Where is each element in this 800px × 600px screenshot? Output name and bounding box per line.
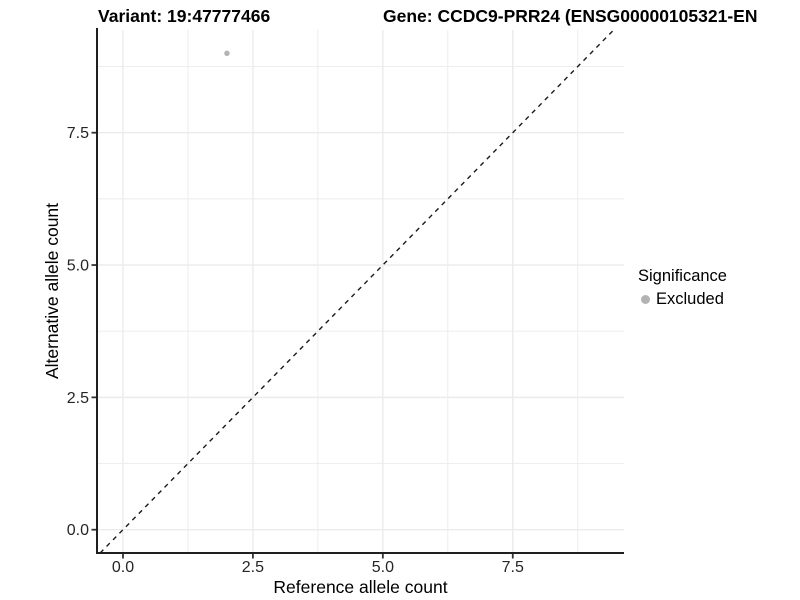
x-tick-label: 5.0: [372, 559, 394, 576]
x-tick-label: 0.0: [112, 559, 134, 576]
plot-title-variant: Variant: 19:47777466: [98, 6, 271, 26]
plot-title-gene: Gene: CCDC9-PRR24 (ENSG00000105321-EN: [383, 6, 758, 26]
y-tick-label: 0.0: [67, 522, 89, 539]
data-point: [224, 50, 230, 56]
excluded-point-swatch-icon: [641, 294, 650, 304]
x-axis-title: Reference allele count: [273, 577, 448, 597]
y-tick-label: 7.5: [67, 125, 89, 142]
legend-title: Significance: [638, 267, 727, 285]
legend-item-excluded: Excluded: [638, 290, 727, 308]
x-tick-label: 2.5: [242, 559, 264, 576]
y-tick-label: 5.0: [67, 258, 89, 275]
y-axis-title: Alternative allele count: [42, 202, 62, 380]
identity-reference-line: [99, 29, 615, 554]
legend: Significance Excluded: [638, 266, 727, 308]
y-tick-label: 2.5: [67, 390, 89, 407]
legend-item-label: Excluded: [656, 290, 724, 308]
x-tick-label: 7.5: [502, 559, 524, 576]
